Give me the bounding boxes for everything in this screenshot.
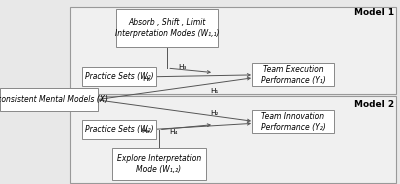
Text: H₃: H₃ xyxy=(178,64,186,70)
Text: Team Execution
Performance (Y₁): Team Execution Performance (Y₁) xyxy=(261,65,325,85)
FancyBboxPatch shape xyxy=(70,7,396,94)
Text: H₄: H₄ xyxy=(170,129,178,135)
FancyBboxPatch shape xyxy=(252,110,334,133)
FancyBboxPatch shape xyxy=(82,67,156,86)
FancyBboxPatch shape xyxy=(70,96,396,183)
Text: Practice Sets (W₂): Practice Sets (W₂) xyxy=(85,125,153,134)
FancyBboxPatch shape xyxy=(252,63,334,86)
FancyBboxPatch shape xyxy=(116,9,218,47)
Text: H₂: H₂ xyxy=(210,110,218,116)
Text: Team Innovation
Performance (Y₂): Team Innovation Performance (Y₂) xyxy=(261,112,325,132)
Text: Explore Interpretation
Mode (W₁,₂): Explore Interpretation Mode (W₁,₂) xyxy=(117,154,201,174)
FancyBboxPatch shape xyxy=(0,88,98,111)
Text: H₅: H₅ xyxy=(142,76,150,82)
FancyBboxPatch shape xyxy=(82,120,156,139)
FancyBboxPatch shape xyxy=(112,148,206,180)
Text: Practice Sets (W₂): Practice Sets (W₂) xyxy=(85,72,153,81)
Text: Model 1: Model 1 xyxy=(354,8,394,17)
Text: H₆: H₆ xyxy=(142,128,150,134)
Text: Model 2: Model 2 xyxy=(354,100,394,109)
Text: Absorb , Shift , Limit
Interpretation Modes (W₁,₁): Absorb , Shift , Limit Interpretation Mo… xyxy=(115,18,219,38)
Text: Inconsistent Mental Models (X): Inconsistent Mental Models (X) xyxy=(0,95,108,104)
Text: H₁: H₁ xyxy=(210,88,218,93)
